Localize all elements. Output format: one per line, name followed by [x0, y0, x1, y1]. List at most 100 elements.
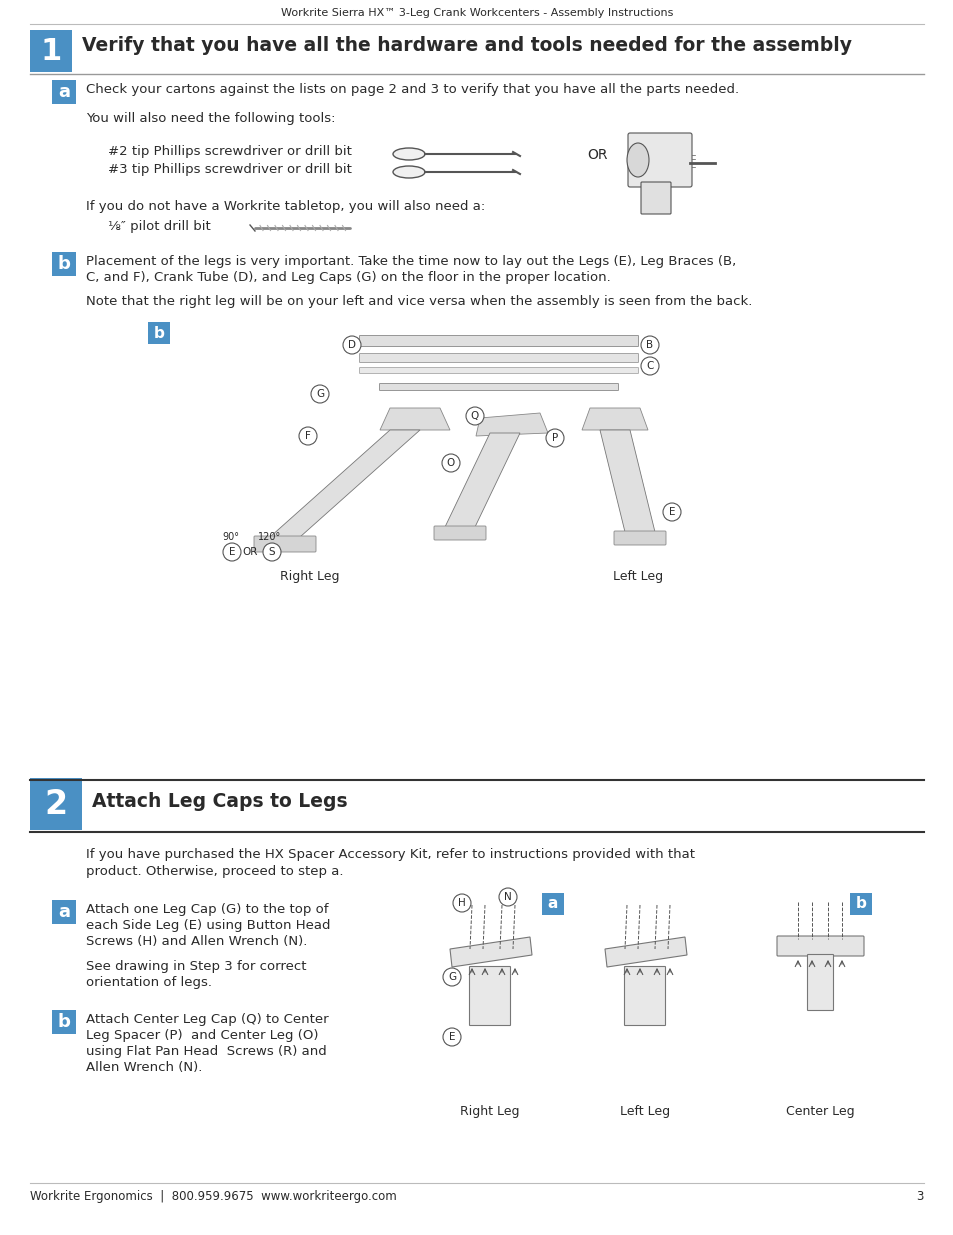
FancyBboxPatch shape [627, 133, 691, 186]
FancyBboxPatch shape [434, 526, 485, 540]
Text: Note that the right leg will be on your left and vice versa when the assembly is: Note that the right leg will be on your … [86, 295, 752, 308]
FancyBboxPatch shape [469, 967, 510, 1025]
Circle shape [465, 408, 483, 425]
Text: O: O [446, 458, 455, 468]
Text: ⅛″ pilot drill bit: ⅛″ pilot drill bit [108, 220, 211, 233]
FancyBboxPatch shape [614, 531, 665, 545]
Text: Attach Leg Caps to Legs: Attach Leg Caps to Legs [91, 792, 347, 811]
Text: G: G [448, 972, 456, 982]
Text: a: a [58, 83, 70, 101]
Text: product. Otherwise, proceed to step a.: product. Otherwise, proceed to step a. [86, 864, 343, 878]
Text: a: a [58, 903, 70, 921]
Circle shape [343, 336, 360, 354]
Text: Q: Q [471, 411, 478, 421]
Text: P: P [551, 433, 558, 443]
Text: b: b [855, 897, 865, 911]
Text: a: a [547, 897, 558, 911]
Circle shape [442, 1028, 460, 1046]
Text: See drawing in Step 3 for correct: See drawing in Step 3 for correct [86, 960, 306, 973]
Circle shape [311, 385, 329, 403]
Text: D: D [348, 340, 355, 350]
Text: Verify that you have all the hardware and tools needed for the assembly: Verify that you have all the hardware an… [82, 36, 851, 56]
FancyBboxPatch shape [624, 967, 665, 1025]
Polygon shape [599, 430, 655, 532]
Ellipse shape [393, 165, 424, 178]
Text: Center Leg: Center Leg [785, 1105, 854, 1118]
Text: E: E [448, 1032, 455, 1042]
Text: F: F [305, 431, 311, 441]
Text: Allen Wrench (N).: Allen Wrench (N). [86, 1061, 202, 1074]
Text: 3: 3 [916, 1191, 923, 1203]
Text: Left Leg: Left Leg [612, 571, 662, 583]
Text: Leg Spacer (P)  and Center Leg (O): Leg Spacer (P) and Center Leg (O) [86, 1029, 318, 1042]
Text: N: N [503, 892, 512, 902]
Text: b: b [57, 1013, 71, 1031]
Ellipse shape [393, 148, 424, 161]
Circle shape [223, 543, 241, 561]
Text: H: H [457, 898, 465, 908]
Circle shape [640, 336, 659, 354]
FancyBboxPatch shape [640, 182, 670, 214]
Text: E: E [668, 508, 675, 517]
Text: 1: 1 [40, 37, 62, 65]
Ellipse shape [626, 143, 648, 177]
Bar [148, 322, 170, 345]
Circle shape [263, 543, 281, 561]
Polygon shape [476, 412, 547, 436]
Text: Attach Center Leg Cap (Q) to Center: Attach Center Leg Cap (Q) to Center [86, 1013, 328, 1026]
Text: each Side Leg (E) using Button Head: each Side Leg (E) using Button Head [86, 919, 330, 932]
Text: Check your cartons against the lists on page 2 and 3 to verify that you have all: Check your cartons against the lists on … [86, 83, 739, 96]
Text: orientation of legs.: orientation of legs. [86, 976, 212, 989]
Text: Workrite Ergonomics  |  800.959.9675  www.workriteergo.com: Workrite Ergonomics | 800.959.9675 www.w… [30, 1191, 396, 1203]
Bar [30, 778, 82, 830]
Bar [52, 80, 76, 104]
Text: #3 tip Phillips screwdriver or drill bit: #3 tip Phillips screwdriver or drill bit [108, 163, 352, 177]
Circle shape [498, 888, 517, 906]
Bar [541, 893, 563, 915]
FancyBboxPatch shape [806, 955, 833, 1010]
Circle shape [545, 429, 563, 447]
FancyBboxPatch shape [359, 353, 638, 363]
Text: OR: OR [242, 547, 257, 557]
Bar [30, 30, 71, 72]
FancyBboxPatch shape [253, 536, 315, 552]
Bar [52, 1010, 76, 1034]
Polygon shape [604, 937, 686, 967]
Text: E: E [229, 547, 235, 557]
Text: using Flat Pan Head  Screws (R) and: using Flat Pan Head Screws (R) and [86, 1045, 327, 1058]
Circle shape [441, 454, 459, 472]
Circle shape [442, 968, 460, 986]
Text: Left Leg: Left Leg [619, 1105, 669, 1118]
Text: Attach one Leg Cap (G) to the top of: Attach one Leg Cap (G) to the top of [86, 903, 328, 916]
Circle shape [453, 894, 471, 911]
Circle shape [662, 503, 680, 521]
Text: 2: 2 [45, 788, 68, 820]
Circle shape [640, 357, 659, 375]
FancyBboxPatch shape [359, 336, 638, 347]
Polygon shape [450, 937, 532, 967]
Text: #2 tip Phillips screwdriver or drill bit: #2 tip Phillips screwdriver or drill bit [108, 144, 352, 158]
Text: Placement of the legs is very important. Take the time now to lay out the Legs (: Placement of the legs is very important.… [86, 254, 736, 268]
Text: If you do not have a Workrite tabletop, you will also need a:: If you do not have a Workrite tabletop, … [86, 200, 485, 212]
Circle shape [298, 427, 316, 445]
FancyBboxPatch shape [776, 936, 863, 956]
Text: Screws (H) and Allen Wrench (N).: Screws (H) and Allen Wrench (N). [86, 935, 307, 948]
Text: C, and F), Crank Tube (D), and Leg Caps (G) on the floor in the proper location.: C, and F), Crank Tube (D), and Leg Caps … [86, 270, 610, 284]
Bar [52, 900, 76, 924]
Polygon shape [379, 408, 450, 430]
Text: 90°: 90° [222, 532, 239, 542]
Text: G: G [315, 389, 324, 399]
Text: You will also need the following tools:: You will also need the following tools: [86, 112, 335, 125]
Text: Workrite Sierra HX™ 3-Leg Crank Workcenters - Assembly Instructions: Workrite Sierra HX™ 3-Leg Crank Workcent… [280, 7, 673, 19]
Text: OR: OR [587, 148, 608, 162]
Text: S: S [269, 547, 275, 557]
FancyBboxPatch shape [379, 384, 618, 390]
Polygon shape [270, 430, 419, 537]
Bar [849, 893, 871, 915]
Text: Right Leg: Right Leg [459, 1105, 519, 1118]
Polygon shape [444, 433, 519, 527]
Text: C: C [645, 361, 653, 370]
Polygon shape [581, 408, 647, 430]
Text: 120°: 120° [257, 532, 281, 542]
Text: Right Leg: Right Leg [280, 571, 339, 583]
